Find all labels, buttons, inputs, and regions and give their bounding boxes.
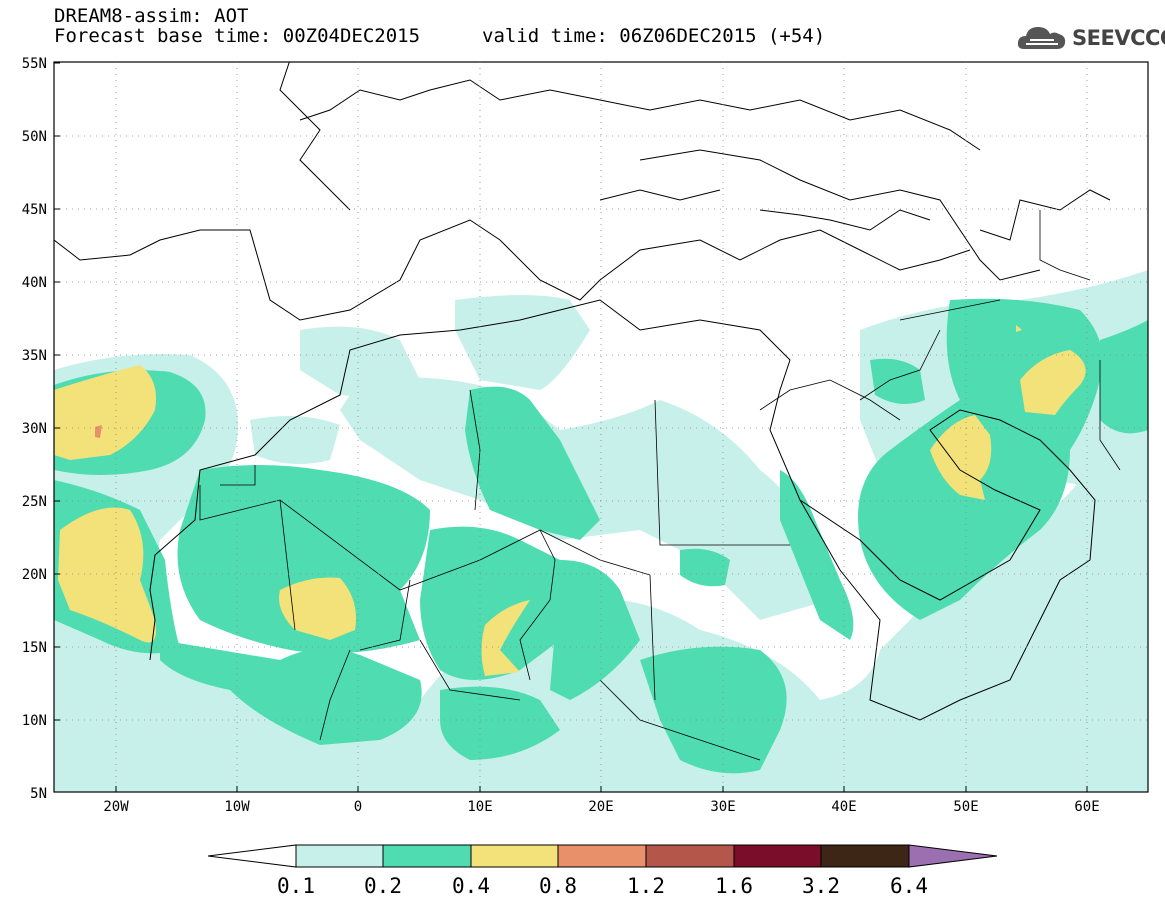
cloud-icon	[1017, 27, 1066, 49]
lon-label: 10W	[224, 799, 250, 815]
lat-label: 45N	[22, 202, 47, 218]
aot-level-0-4-area	[54, 325, 1086, 676]
lon-label: 20W	[103, 799, 129, 815]
aot-contours	[54, 62, 1148, 792]
colorbar-swatch	[295, 844, 384, 868]
colorbar-label: 0.2	[364, 874, 402, 898]
lon-label: 50E	[953, 799, 978, 815]
colorbar-label: 6.4	[890, 874, 928, 898]
colorbar-label: 0.4	[452, 874, 490, 898]
colorbar-swatch	[382, 844, 472, 868]
colorbar-label: 1.2	[627, 874, 665, 898]
lon-label: 60E	[1074, 799, 1099, 815]
colorbar-label: 0.8	[539, 874, 577, 898]
lat-label: 40N	[22, 275, 47, 291]
lat-label: 15N	[22, 640, 47, 656]
colorbar-low-arrow	[207, 844, 297, 868]
lon-label: 20E	[588, 799, 613, 815]
forecast-base-time: Forecast base time: 00Z04DEC2015	[54, 25, 421, 47]
colorbar	[207, 844, 998, 868]
lon-label: 40E	[831, 799, 856, 815]
axis-ticks	[54, 62, 1088, 792]
lon-label: 0	[354, 799, 362, 815]
colorbar-high-arrow	[908, 844, 998, 868]
lat-label: 25N	[22, 494, 47, 510]
country-borders	[199, 210, 1121, 761]
colorbar-label: 1.6	[715, 874, 753, 898]
coastlines	[54, 62, 1111, 721]
map-title: DREAM8-assim: AOT	[54, 5, 249, 27]
lat-label: 30N	[22, 421, 47, 437]
lon-label: 10E	[467, 799, 492, 815]
colorbar-swatch	[557, 844, 647, 868]
longitude-labels: 20W 10W 0 10E 20E 30E 40E 50E 60E	[103, 799, 1099, 815]
seevccc-logo: SEEVCCC	[1016, 20, 1165, 56]
lat-label: 50N	[22, 129, 47, 145]
colorbar-swatch	[820, 844, 910, 868]
colorbar-swatch	[645, 844, 735, 868]
lat-label: 10N	[22, 713, 47, 729]
latitude-labels: 55N 50N 45N 40N 35N 30N 25N 20N 15N 10N …	[22, 56, 47, 802]
lat-label: 5N	[30, 786, 47, 802]
logo-text: SEEVCCC	[1072, 26, 1165, 50]
valid-time: valid time: 06Z06DEC2015 (+54)	[482, 25, 826, 47]
gridlines	[54, 62, 1148, 792]
colorbar-labels: 0.1 0.2 0.4 0.8 1.2 1.6 3.2 6.4	[277, 874, 928, 898]
colorbar-swatch	[733, 844, 822, 868]
lon-label: 30E	[710, 799, 735, 815]
lat-label: 55N	[22, 56, 47, 72]
colorbar-label: 3.2	[802, 874, 840, 898]
lat-label: 35N	[22, 348, 47, 364]
colorbar-swatch	[470, 844, 559, 868]
aot-level-0-2-area	[54, 298, 1148, 774]
lat-label: 20N	[22, 567, 47, 583]
colorbar-label: 0.1	[277, 874, 315, 898]
